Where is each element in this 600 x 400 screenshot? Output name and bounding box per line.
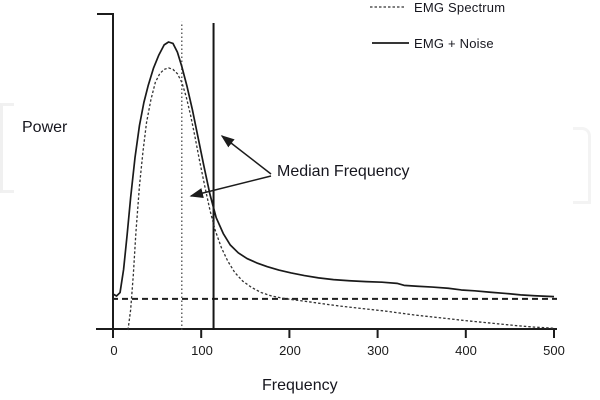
legend-label-emg-spectrum: EMG Spectrum	[414, 0, 506, 15]
curve-emg-noise	[112, 41, 555, 298]
y-axis	[97, 13, 114, 338]
x-tick-label-400: 400	[455, 343, 477, 358]
median-frequency-annotation: Median Frequency	[277, 163, 410, 180]
x-axis-ticks	[112, 329, 555, 338]
data-curves	[112, 41, 555, 331]
x-tick-label-500: 500	[543, 343, 565, 358]
x-tick-label-300: 300	[367, 343, 389, 358]
x-tick-label-0: 0	[110, 343, 118, 358]
legend-label-emg-noise: EMG + Noise	[414, 36, 494, 51]
reference-lines	[112, 21, 557, 330]
x-tick-label-100: 100	[191, 343, 213, 358]
x-tick-label-200: 200	[279, 343, 301, 358]
y-axis-title: Power	[22, 119, 68, 136]
x-axis-title: Frequency	[262, 377, 338, 394]
annotation-arrow-to-dotted-median	[189, 175, 272, 199]
curve-emg-spectrum	[127, 67, 555, 331]
annotation-arrow-to-solid-median	[220, 135, 272, 175]
